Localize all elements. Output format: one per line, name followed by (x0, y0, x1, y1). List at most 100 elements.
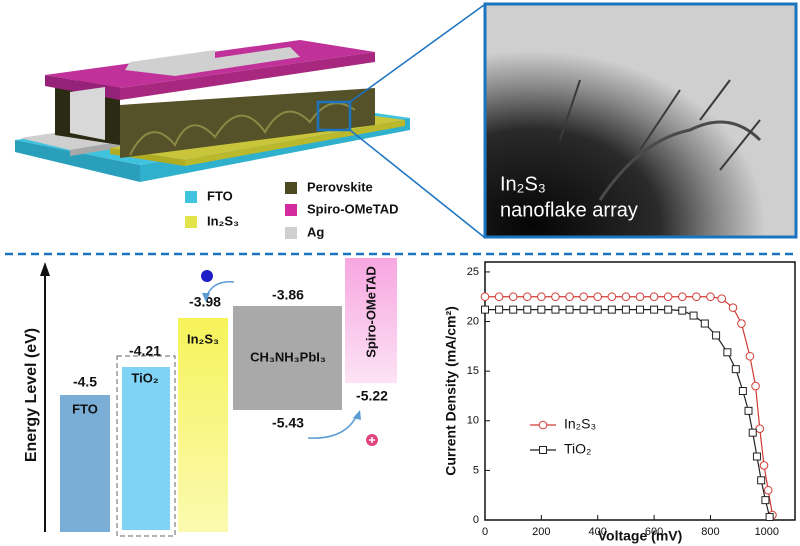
energy-value: -5.22 (356, 388, 388, 404)
marker (759, 461, 769, 470)
device-schematic (15, 4, 485, 238)
marker (664, 305, 673, 314)
energy-value: -3.86 (272, 287, 304, 303)
legend-label: Perovskite (307, 179, 373, 194)
x-tick-label: 600 (645, 526, 663, 538)
marker (761, 496, 770, 505)
energy-diagram: Energy Level (eV) -4.5 FTO -4.21 TiO₂ -3… (23, 258, 397, 537)
marker (731, 365, 740, 374)
marker (522, 292, 532, 302)
legend-swatch (185, 191, 197, 203)
marker (480, 292, 490, 302)
marker (565, 292, 574, 302)
marker (689, 311, 698, 320)
plot-frame (484, 261, 796, 521)
legend-label: In₂S₃ (207, 213, 239, 228)
y-tick-label: 0 (473, 514, 479, 526)
tem-label: In₂S₃ (500, 173, 546, 195)
marker (551, 292, 560, 302)
marker (745, 351, 755, 361)
marker (621, 305, 630, 314)
marker (508, 292, 518, 302)
marker (678, 306, 687, 315)
marker (565, 305, 574, 314)
x-tick-label: 400 (589, 526, 607, 538)
marker (649, 292, 659, 302)
legend-label: In₂S₃ (564, 416, 596, 432)
marker (650, 305, 659, 314)
tem-label: nanoflake array (500, 199, 638, 221)
layer-name: FTO (72, 401, 98, 416)
marker (523, 305, 532, 314)
marker (751, 381, 760, 391)
x-tick-label: 1000 (755, 526, 779, 538)
marker (706, 292, 715, 302)
y-tick-label: 10 (467, 415, 479, 427)
marker (744, 406, 753, 415)
legend-swatch (285, 204, 297, 216)
marker (593, 305, 602, 314)
x-tick-label: 200 (532, 526, 550, 538)
layer-name: Spiro-OMeTAD (363, 266, 378, 357)
legend-label: Ag (307, 224, 324, 239)
series-line (485, 296, 774, 516)
marker (636, 305, 644, 314)
legend-label: FTO (207, 188, 233, 203)
marker (700, 319, 709, 328)
marker (738, 387, 747, 395)
marker (607, 305, 616, 314)
marker (635, 292, 645, 302)
marker (509, 305, 518, 314)
y-tick-label: 5 (473, 464, 479, 476)
marker (593, 292, 603, 302)
legend-label: Spiro-OMeTAD (307, 201, 398, 216)
marker (621, 292, 631, 302)
marker (537, 292, 546, 302)
axis-label: Energy Level (eV) (23, 328, 40, 462)
legend-marker (538, 420, 548, 430)
x-tick-label: 800 (701, 526, 719, 538)
marker (728, 303, 738, 312)
marker (723, 348, 732, 357)
marker (692, 292, 701, 302)
energy-value: -4.21 (129, 343, 161, 359)
marker (494, 292, 504, 302)
marker (755, 424, 765, 434)
marker (752, 452, 761, 461)
energy-value: -3.98 (189, 294, 221, 310)
marker (663, 292, 673, 302)
marker (717, 294, 727, 304)
tem-image: In₂S₃ nanoflake array (483, 2, 798, 239)
layer-name: TiO₂ (131, 370, 158, 385)
marker (551, 305, 560, 314)
marker (712, 331, 721, 340)
marker (495, 305, 504, 314)
legend-swatch (285, 227, 297, 239)
marker (748, 428, 757, 437)
series-line (485, 309, 771, 518)
y-tick-label: 20 (467, 315, 479, 327)
energy-value: -4.5 (73, 374, 97, 390)
legend-swatch (185, 216, 197, 228)
marker (757, 476, 766, 485)
marker (607, 292, 617, 302)
marker (481, 305, 489, 314)
y-tick-label: 25 (467, 266, 479, 278)
marker (579, 305, 588, 314)
layer-name: In₂S₃ (187, 331, 219, 346)
marker (677, 292, 687, 302)
x-axis-label: Voltage (mV) (598, 528, 683, 544)
marker (763, 485, 773, 495)
marker (537, 305, 546, 314)
marker (579, 292, 588, 302)
schematic-legend: FTO In₂S₃ Perovskite Spiro-OMeTAD Ag (185, 179, 398, 239)
legend-marker (539, 446, 547, 454)
y-tick-label: 15 (467, 365, 479, 377)
x-tick-label: 0 (482, 526, 488, 538)
marker (737, 319, 746, 328)
legend-swatch (285, 182, 297, 194)
layer-name: CH₃NH₃PbI₃ (250, 349, 326, 364)
legend-label: TiO₂ (564, 441, 591, 457)
jv-chart: 0 200 400 600 800 1000 0 5 10 15 20 25 Voltage (mV) C… (443, 261, 796, 544)
